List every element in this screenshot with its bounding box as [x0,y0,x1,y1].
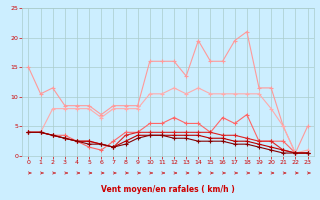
X-axis label: Vent moyen/en rafales ( km/h ): Vent moyen/en rafales ( km/h ) [101,185,235,194]
